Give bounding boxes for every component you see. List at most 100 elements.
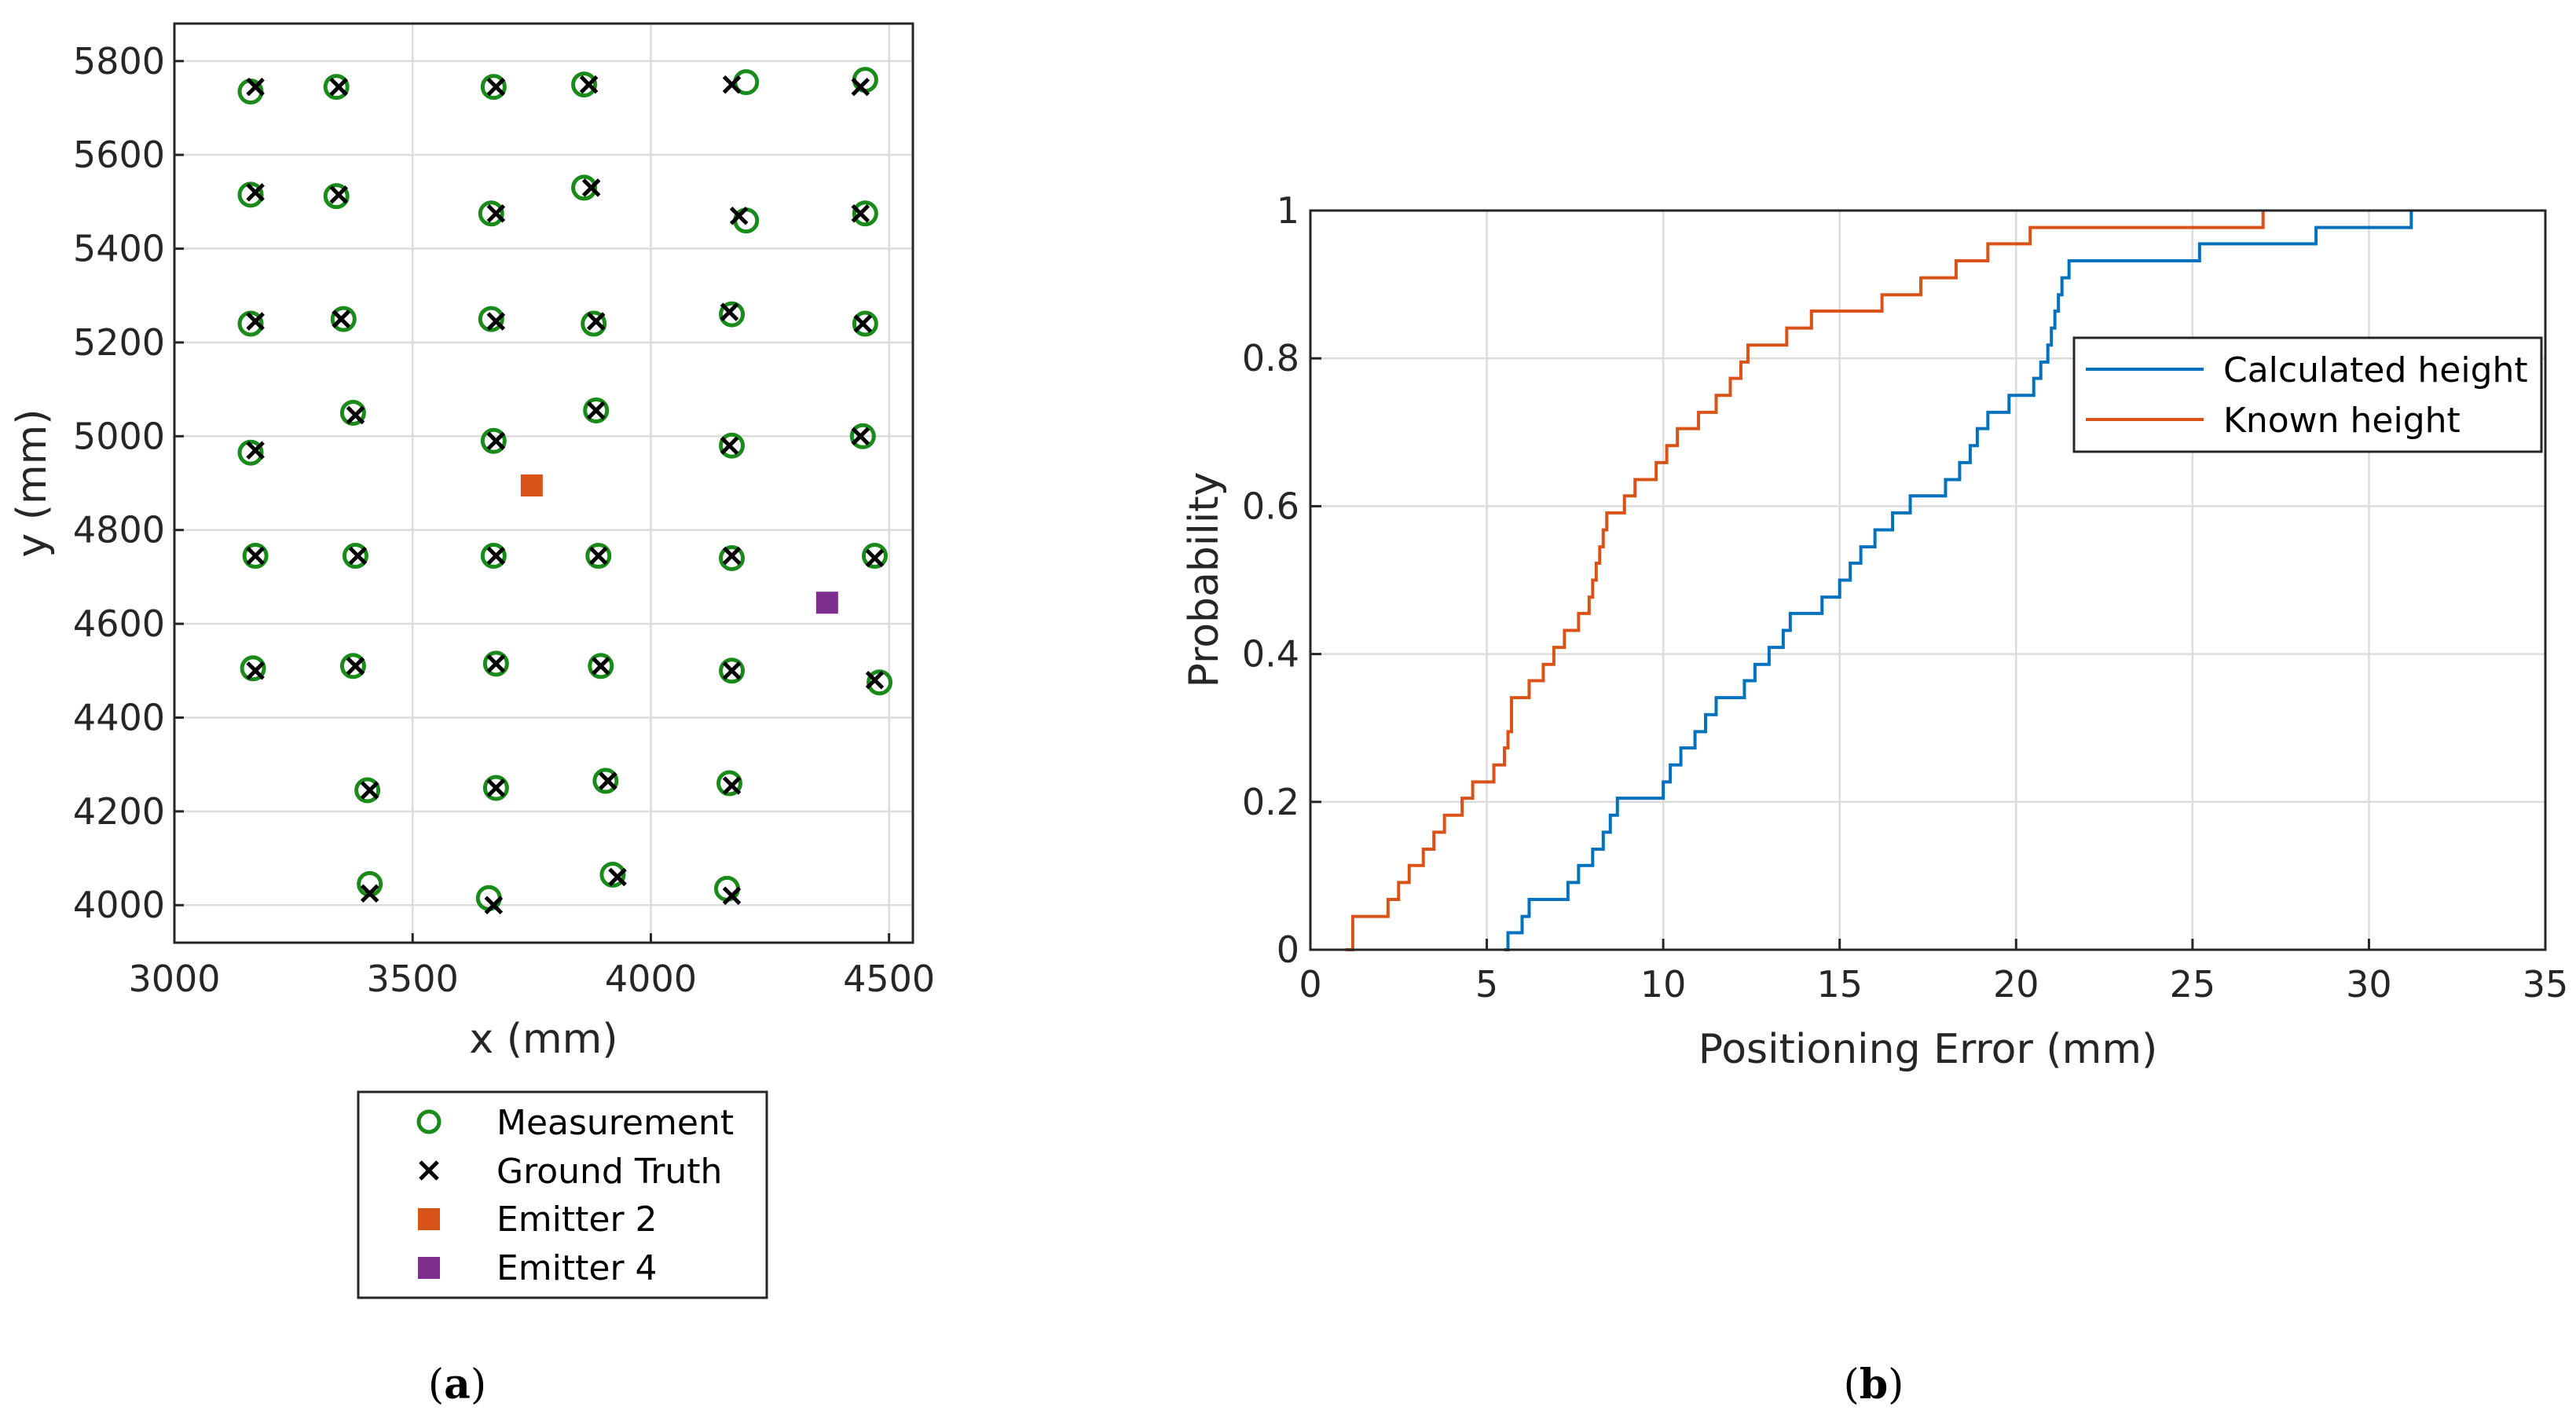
ground-truth-point xyxy=(722,75,742,94)
measurement-point xyxy=(583,397,610,423)
y-tick-label-b: 0.8 xyxy=(1242,337,1299,379)
ground-truth-point xyxy=(579,75,599,94)
measurement-point xyxy=(861,543,888,570)
measurement-point xyxy=(354,777,381,804)
measurement-point xyxy=(237,181,264,208)
y-tick-label-b: 0 xyxy=(1277,929,1299,971)
ground-truth-point xyxy=(586,312,606,331)
ground-truth-point xyxy=(246,183,265,202)
y-tick-label-a: 4000 xyxy=(73,884,165,926)
y-axis-label-b: Probability xyxy=(1181,472,1228,688)
ground-truth-point xyxy=(486,431,506,451)
y-tick-label-a: 4600 xyxy=(73,603,165,645)
axes-box-a xyxy=(173,22,914,944)
measurement-point xyxy=(585,543,612,570)
legend-box-b xyxy=(2072,336,2543,453)
axes-box-b xyxy=(1309,209,2547,951)
ground-truth-point xyxy=(329,77,348,97)
ground-truth-point xyxy=(851,77,870,97)
scatter-plot-panel-a: 3000 3500 4000 4500 4000 4200 4400 4600 4800 5000… xyxy=(9,22,935,1409)
ground-truth-point xyxy=(729,206,749,225)
measurement-point xyxy=(588,653,614,680)
ground-truth-point xyxy=(720,436,739,456)
x-tick-label-a: 4000 xyxy=(605,958,697,1000)
measurement-point xyxy=(480,427,507,454)
measurement-point xyxy=(719,301,746,328)
ground-truth-point xyxy=(246,441,265,460)
measurement-point xyxy=(323,183,350,210)
ground-truth-point xyxy=(246,312,265,331)
marks-a xyxy=(237,67,893,915)
ground-truth-point xyxy=(486,312,506,331)
legend-known-height-label: Known height xyxy=(2223,401,2461,441)
measurement-point xyxy=(482,650,509,677)
legend-b: Calculated height Known height xyxy=(2072,336,2543,453)
y-tick-label-a: 4800 xyxy=(73,509,165,551)
ground-truth-point xyxy=(486,778,506,797)
panel-label-b: (b) xyxy=(1844,1361,1904,1409)
y-tick-label-a: 4400 xyxy=(73,696,165,738)
x-tick-label-b: 10 xyxy=(1640,963,1687,1006)
legend-emitter2-marker xyxy=(418,1208,440,1230)
measurement-point xyxy=(719,658,746,684)
measurement-point xyxy=(240,655,266,682)
measurement-point xyxy=(480,74,507,101)
legend-emitter2-label: Emitter 2 xyxy=(497,1200,658,1240)
ground-truth-point xyxy=(722,886,742,906)
measurement-point xyxy=(339,653,366,680)
ground-truth-point xyxy=(486,203,506,223)
known-height-series xyxy=(1345,211,2265,951)
x-tick-label-b: 15 xyxy=(1816,963,1863,1006)
ground-truth-point xyxy=(360,781,379,800)
x-tick-label-b: 30 xyxy=(2346,963,2392,1006)
x-tick-label-b: 20 xyxy=(1993,963,2039,1006)
measurement-point xyxy=(339,399,366,426)
ground-truth-point xyxy=(486,654,506,673)
y-tick-label-b: 0.2 xyxy=(1242,781,1299,823)
measurement-point xyxy=(719,432,746,459)
ground-truth-point xyxy=(588,546,608,566)
ground-truth-point xyxy=(720,302,739,321)
measurement-point xyxy=(323,74,350,101)
measurement-point xyxy=(592,767,619,794)
ground-truth-point xyxy=(484,896,504,915)
emitter4-point xyxy=(815,592,838,614)
legend-measurement-label: Measurement xyxy=(497,1103,734,1143)
x-tick-label-a: 4500 xyxy=(843,958,935,1000)
measurement-point xyxy=(482,775,509,801)
measurement-point xyxy=(852,310,878,337)
legend-measurement-marker xyxy=(416,1109,442,1134)
legend-calculated-height-label: Calculated height xyxy=(2223,350,2528,390)
y-tick-label-b: 0.4 xyxy=(1242,633,1299,676)
ticks-a: 3000 3500 4000 4500 4000 4200 4400 4600 4800 5000… xyxy=(73,40,935,1000)
x-tick-label-a: 3000 xyxy=(128,958,220,1000)
y-tick-label-a: 5000 xyxy=(73,415,165,457)
ground-truth-point xyxy=(586,401,606,420)
y-tick-label-a: 4200 xyxy=(73,790,165,833)
ground-truth-point xyxy=(486,77,506,97)
y-axis-label-a: y (mm) xyxy=(9,408,56,557)
ground-truth-point xyxy=(851,427,870,446)
measurement-point xyxy=(599,861,626,888)
measurement-point xyxy=(242,543,269,570)
ground-truth-point xyxy=(348,546,368,566)
grid-b xyxy=(1309,209,2547,951)
measurement-point xyxy=(719,545,746,572)
ground-truth-point xyxy=(246,661,265,680)
panel-label-b-letter: b xyxy=(1860,1361,1888,1409)
measurement-point xyxy=(716,770,743,797)
ground-truth-point xyxy=(722,661,742,680)
legend-emitter4-marker xyxy=(418,1257,440,1279)
legend-a: Measurement Ground Truth Emitter 2 Emitt… xyxy=(357,1090,768,1299)
ground-truth-point xyxy=(332,310,351,328)
y-tick-label-a: 5200 xyxy=(73,321,165,364)
measurement-point xyxy=(849,423,876,449)
measurement-point xyxy=(571,174,598,201)
legend-emitter4-label: Emitter 4 xyxy=(497,1248,658,1288)
ground-truth-point xyxy=(346,657,365,676)
measurement-point xyxy=(237,310,264,337)
ground-truth-point xyxy=(246,546,265,566)
measurement-point xyxy=(342,543,368,570)
legend-ground-truth-marker xyxy=(419,1160,439,1181)
ground-truth-point xyxy=(608,867,627,887)
